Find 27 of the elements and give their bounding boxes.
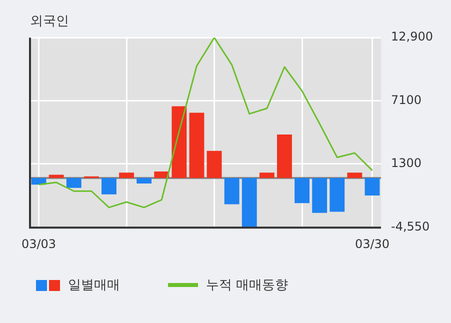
bar — [242, 178, 257, 228]
legend-label: 일별매매 — [68, 277, 120, 294]
bar — [312, 178, 328, 213]
bar — [330, 178, 345, 212]
y-tick-label: 12,900 — [391, 30, 434, 44]
y-tick-label: -4,550 — [391, 220, 430, 234]
bar — [189, 112, 204, 178]
chart-title: 외국인 — [30, 14, 69, 30]
bar — [136, 178, 152, 184]
legend-label: 누적 매매동향 — [206, 277, 288, 294]
bar — [224, 178, 240, 204]
bar — [364, 178, 380, 196]
bar — [277, 134, 292, 178]
y-tick-label: 1300 — [391, 156, 422, 170]
x-tick-label: 03/30 — [354, 236, 390, 251]
bar — [206, 150, 222, 178]
x-tick-label: 03/03 — [21, 236, 56, 251]
bar — [172, 106, 187, 178]
bar — [119, 172, 134, 178]
bar — [259, 172, 274, 178]
bar — [347, 172, 362, 178]
y-tick-label: 7100 — [391, 92, 422, 107]
bar — [294, 178, 310, 204]
bar — [102, 178, 116, 194]
bar — [48, 174, 64, 178]
bar — [154, 172, 170, 178]
bar — [66, 178, 82, 188]
